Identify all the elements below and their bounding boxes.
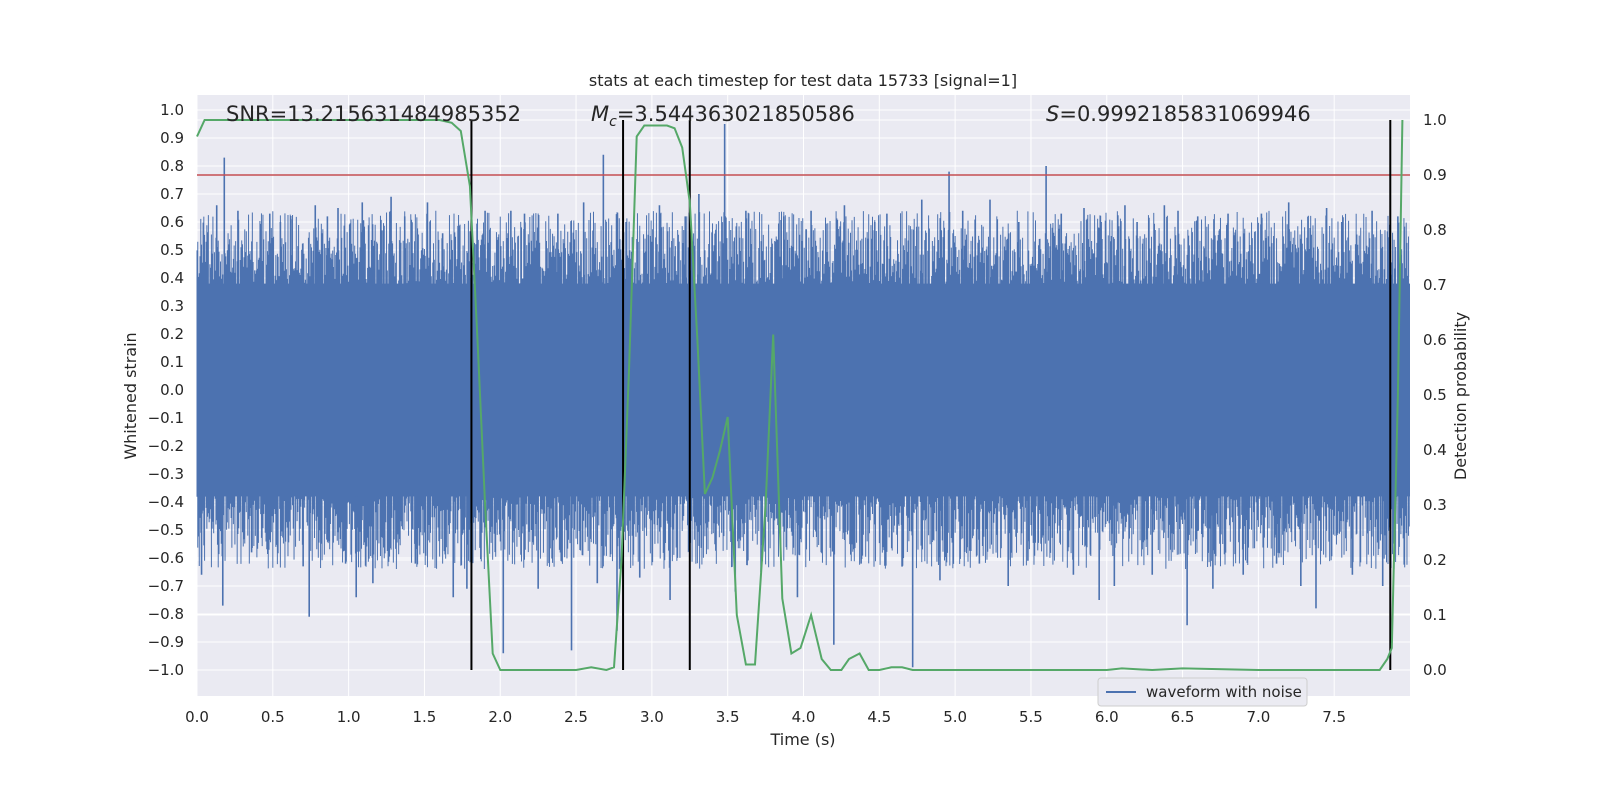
- waveform-series: [196, 124, 1410, 668]
- x-tick-label: 5.5: [1019, 708, 1043, 726]
- y-right-tick-label: 0.2: [1423, 551, 1447, 569]
- y-left-axis-ticks: 1.0 0.9 0.8 0.7 0.6 0.5 0.4 0.3 0.2 0.1 0.0 −0.1 −0.…: [148, 101, 184, 679]
- y-right-tick-label: 0.7: [1423, 276, 1447, 294]
- x-tick-label: 2.0: [488, 708, 512, 726]
- x-tick-label: 0.0: [185, 708, 209, 726]
- y-left-tick-label: 0.3: [160, 297, 184, 315]
- y-right-tick-label: 0.1: [1423, 606, 1447, 624]
- y-left-tick-label: −0.7: [148, 577, 184, 595]
- y-left-tick-label: 0.9: [160, 129, 184, 147]
- y-left-tick-label: 0.7: [160, 185, 184, 203]
- x-tick-label: 5.0: [943, 708, 967, 726]
- y-right-tick-label: 0.4: [1423, 441, 1447, 459]
- y-right-axis-label: Detection probability: [1451, 312, 1470, 480]
- y-left-tick-label: 0.2: [160, 325, 184, 343]
- chirp-mass-annotation: Mc=3.544363021850586: [591, 102, 855, 130]
- detection-probability-line: [196, 119, 1404, 672]
- x-axis-label: Time (s): [769, 730, 835, 749]
- x-tick-label: 3.5: [716, 708, 740, 726]
- y-left-tick-label: −0.9: [148, 633, 184, 651]
- y-left-tick-label: −0.8: [148, 605, 184, 623]
- y-left-tick-label: −1.0: [148, 661, 184, 679]
- y-left-tick-label: 1.0: [160, 101, 184, 119]
- y-right-tick-label: 0.5: [1423, 386, 1447, 404]
- y-left-tick-label: 0.1: [160, 353, 184, 371]
- y-left-tick-label: −0.3: [148, 465, 184, 483]
- waveform-core: [197, 283, 1410, 497]
- y-right-tick-label: 0.6: [1423, 331, 1447, 349]
- detection-probability-series: [196, 119, 1404, 672]
- y-right-tick-label: 0.9: [1423, 166, 1447, 184]
- legend-label: waveform with noise: [1146, 683, 1302, 701]
- x-tick-label: 4.0: [792, 708, 816, 726]
- y-left-tick-label: 0.4: [160, 269, 184, 287]
- y-left-tick-label: 0.6: [160, 213, 184, 231]
- y-left-tick-label: −0.6: [148, 549, 184, 567]
- chart-title: stats at each timestep for test data 157…: [589, 71, 1017, 90]
- y-left-tick-label: 0.5: [160, 241, 184, 259]
- x-tick-label: 4.5: [867, 708, 891, 726]
- y-left-tick-label: −0.4: [148, 493, 184, 511]
- legend: waveform with noise: [1097, 677, 1308, 707]
- y-left-axis-label: Whitened strain: [121, 332, 140, 459]
- x-tick-label: 1.0: [337, 708, 361, 726]
- y-right-tick-label: 0.0: [1423, 661, 1447, 679]
- x-tick-label: 6.0: [1095, 708, 1119, 726]
- x-tick-label: 7.0: [1246, 708, 1270, 726]
- x-tick-label: 7.5: [1322, 708, 1346, 726]
- x-tick-label: 1.5: [413, 708, 437, 726]
- snr-annotation: SNR=13.215631484985352: [226, 102, 521, 126]
- score-annotation: S=0.9992185831069946: [1046, 102, 1311, 126]
- legend-box: [1097, 677, 1308, 707]
- y-right-axis-ticks: 1.0 0.9 0.8 0.7 0.6 0.5 0.4 0.3 0.2 0.1 0.0: [1423, 111, 1447, 679]
- y-right-tick-label: 0.3: [1423, 496, 1447, 514]
- y-left-tick-label: −0.5: [148, 521, 184, 539]
- x-tick-label: 3.0: [640, 708, 664, 726]
- x-tick-label: 0.5: [261, 708, 285, 726]
- y-left-tick-label: 0.0: [160, 381, 184, 399]
- y-right-tick-label: 0.8: [1423, 221, 1447, 239]
- y-left-tick-label: −0.2: [148, 437, 184, 455]
- y-right-tick-label: 1.0: [1423, 111, 1447, 129]
- y-left-tick-label: −0.1: [148, 409, 184, 427]
- x-tick-label: 2.5: [564, 708, 588, 726]
- y-left-tick-label: 0.8: [160, 157, 184, 175]
- x-tick-label: 6.5: [1171, 708, 1195, 726]
- x-axis-ticks: 0.0 0.5 1.0 1.5 2.0 2.5 3.0 3.5 4.0 4.5 5.0 5.5 6.0 6…: [185, 708, 1346, 726]
